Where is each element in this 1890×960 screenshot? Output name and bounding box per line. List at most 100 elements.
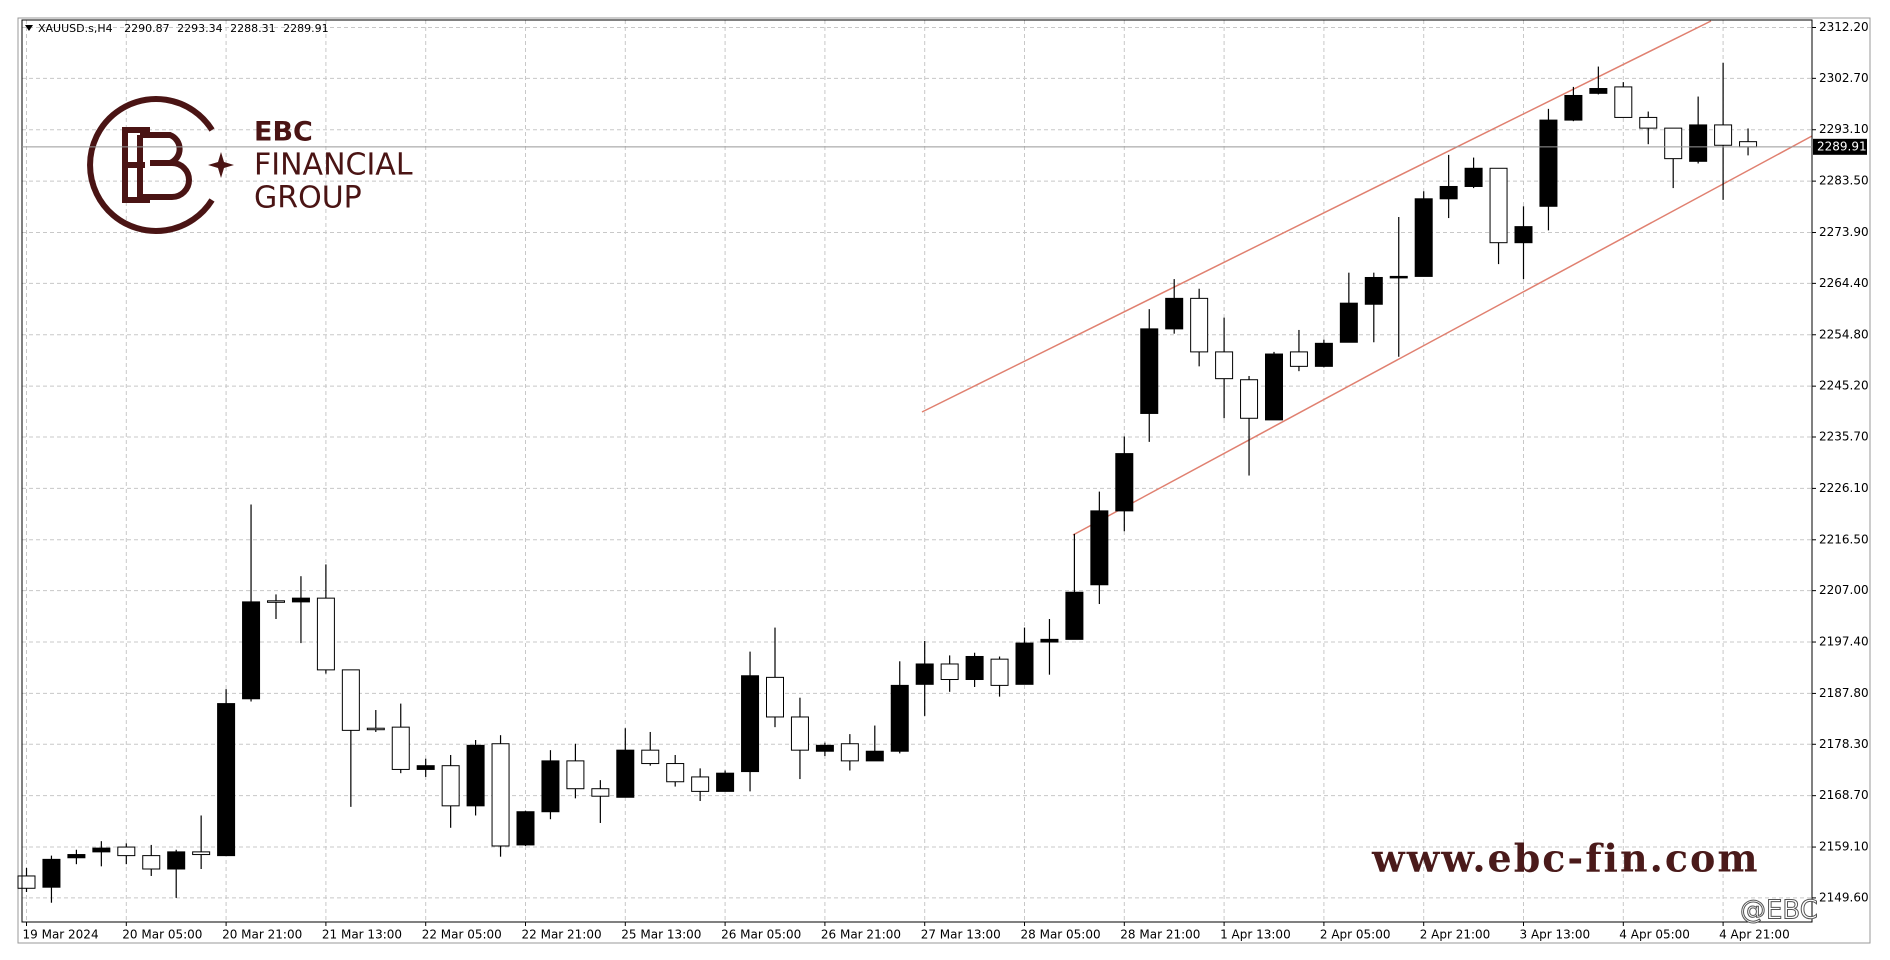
x-tick-label: 19 Mar 2024 (23, 928, 99, 942)
x-tick-label: 4 Apr 21:00 (1719, 928, 1790, 942)
candle-body (1015, 642, 1034, 685)
header-open: 2290.87 (124, 22, 170, 35)
channel-lower (1072, 135, 1813, 536)
candle-body (316, 597, 335, 671)
plot-border (21, 19, 1813, 923)
y-tick-label: 2159.10 (1819, 840, 1869, 854)
candle-body (1389, 275, 1408, 279)
candle-body (92, 847, 111, 853)
symbol: XAUUSD.s,H4 (38, 22, 113, 35)
candle-body (541, 760, 560, 813)
candle-body (815, 744, 834, 752)
candle-body (1240, 379, 1259, 419)
y-tick-label: 2293.10 (1819, 122, 1869, 136)
x-tick-label: 4 Apr 05:00 (1619, 928, 1690, 942)
x-tick-label: 21 Mar 13:00 (322, 928, 402, 942)
y-tick-label: 2168.70 (1819, 788, 1869, 802)
x-tick-label: 3 Apr 13:00 (1520, 928, 1591, 942)
header-high: 2293.34 (177, 22, 223, 35)
grid (22, 20, 1812, 922)
candle-body (965, 655, 984, 681)
price-label-box (1813, 138, 1867, 155)
candle-body (1165, 297, 1184, 330)
logo-ring (87, 96, 215, 234)
candle-body (267, 600, 285, 603)
candle-body (1289, 351, 1308, 367)
channel-upper (921, 20, 1712, 413)
website: www.ebc-fin.com (1371, 836, 1760, 881)
candle-body (1489, 167, 1508, 244)
candle-body (915, 663, 934, 685)
frame (17, 17, 1871, 944)
logo-text: FINANCIAL (254, 148, 413, 183)
logo (87, 96, 234, 234)
candle-body (1639, 116, 1658, 129)
candle-body (516, 811, 535, 846)
x-tick-label: 22 Mar 05:00 (422, 928, 502, 942)
header-low: 2288.31 (230, 22, 276, 35)
candle-body (242, 601, 261, 700)
candle-body (1364, 276, 1383, 305)
x-tick-label: 2 Apr 21:00 (1420, 928, 1491, 942)
y-tick-label: 2312.20 (1819, 20, 1869, 34)
candle-body (1614, 86, 1633, 118)
channel-lines (921, 20, 1813, 536)
candle-body (790, 716, 809, 751)
candle-body (1689, 124, 1708, 162)
candle-body (441, 765, 460, 807)
candle-body (666, 763, 685, 783)
candle-body (1514, 226, 1533, 244)
menu-arrow (25, 25, 33, 31)
candle-body (566, 760, 585, 790)
x-tick-label: 1 Apr 13:00 (1220, 928, 1291, 942)
candle-body (192, 851, 211, 856)
candle-body (1564, 94, 1583, 121)
x-tick-label: 26 Mar 21:00 (821, 928, 901, 942)
candle-body (17, 875, 36, 889)
y-tick-label: 2245.20 (1819, 379, 1869, 393)
candle-body (940, 663, 959, 681)
candle-body (865, 750, 884, 762)
candle-body (1314, 342, 1333, 367)
candle-body (341, 669, 360, 731)
candle-body (1539, 119, 1558, 207)
candle-body (766, 676, 784, 718)
y-tick-label: 2178.30 (1819, 737, 1869, 751)
handle: @EBC (1740, 896, 1818, 926)
y-tick-label: 2226.10 (1819, 481, 1869, 495)
candle-body (1464, 167, 1483, 187)
candle-body (1115, 453, 1134, 512)
candle-body (1589, 88, 1608, 94)
candle-body (416, 765, 435, 770)
candle-body (1065, 591, 1084, 640)
candle-body (1714, 124, 1733, 146)
y-tick-label: 2254.80 (1819, 327, 1869, 341)
y-tick-label: 2283.50 (1819, 174, 1869, 188)
candle-body (840, 743, 859, 762)
header-close: 2289.91 (283, 22, 329, 35)
candle-body (1140, 328, 1159, 414)
x-tick-label: 26 Mar 05:00 (721, 928, 801, 942)
logo-text: EBC (254, 117, 313, 148)
candle-body (1439, 185, 1458, 200)
candle-body (641, 749, 660, 765)
candle-body (391, 726, 410, 770)
candle-body (1664, 127, 1683, 160)
y-tick-label: 2197.40 (1819, 635, 1869, 649)
x-tick-label: 27 Mar 13:00 (921, 928, 1001, 942)
candle-body (1090, 510, 1109, 586)
candle-body (142, 855, 161, 870)
candle-body (117, 846, 136, 857)
x-tick-label: 2 Apr 05:00 (1320, 928, 1391, 942)
x-tick-label: 20 Mar 21:00 (222, 928, 302, 942)
y-tick-label: 2216.50 (1819, 532, 1869, 546)
candle-body (741, 675, 760, 773)
candle-body (1414, 198, 1433, 277)
candle-body (1190, 297, 1209, 353)
candle-body (366, 727, 385, 731)
y-tick-label: 2302.70 (1819, 71, 1869, 85)
candle-body (67, 854, 86, 859)
candle-body (1739, 141, 1758, 148)
y-tick-label: 2187.80 (1819, 686, 1869, 700)
